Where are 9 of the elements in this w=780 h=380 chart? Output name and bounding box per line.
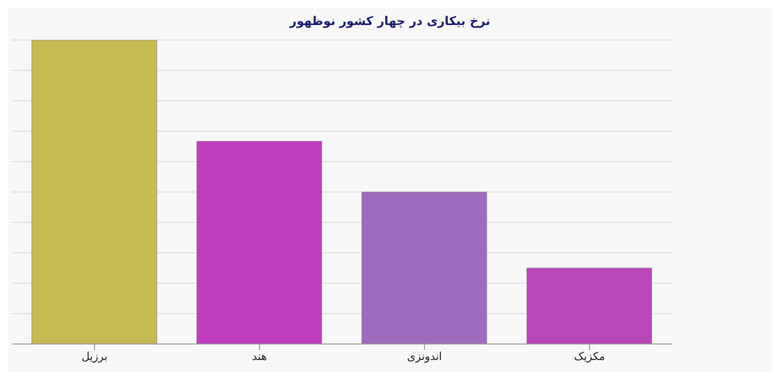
bar [526,268,652,344]
bar [362,192,488,344]
x-tick-label: برزیل [82,350,108,363]
x-tick-label: اندونزی [407,350,442,363]
bar [32,40,158,344]
x-tick-label: مکزیک [574,350,606,363]
x-tick-label: هند [252,350,268,363]
chart-title: نرخ بیکاری در چهار کشور نوظهور [288,13,492,30]
bar [196,140,322,344]
